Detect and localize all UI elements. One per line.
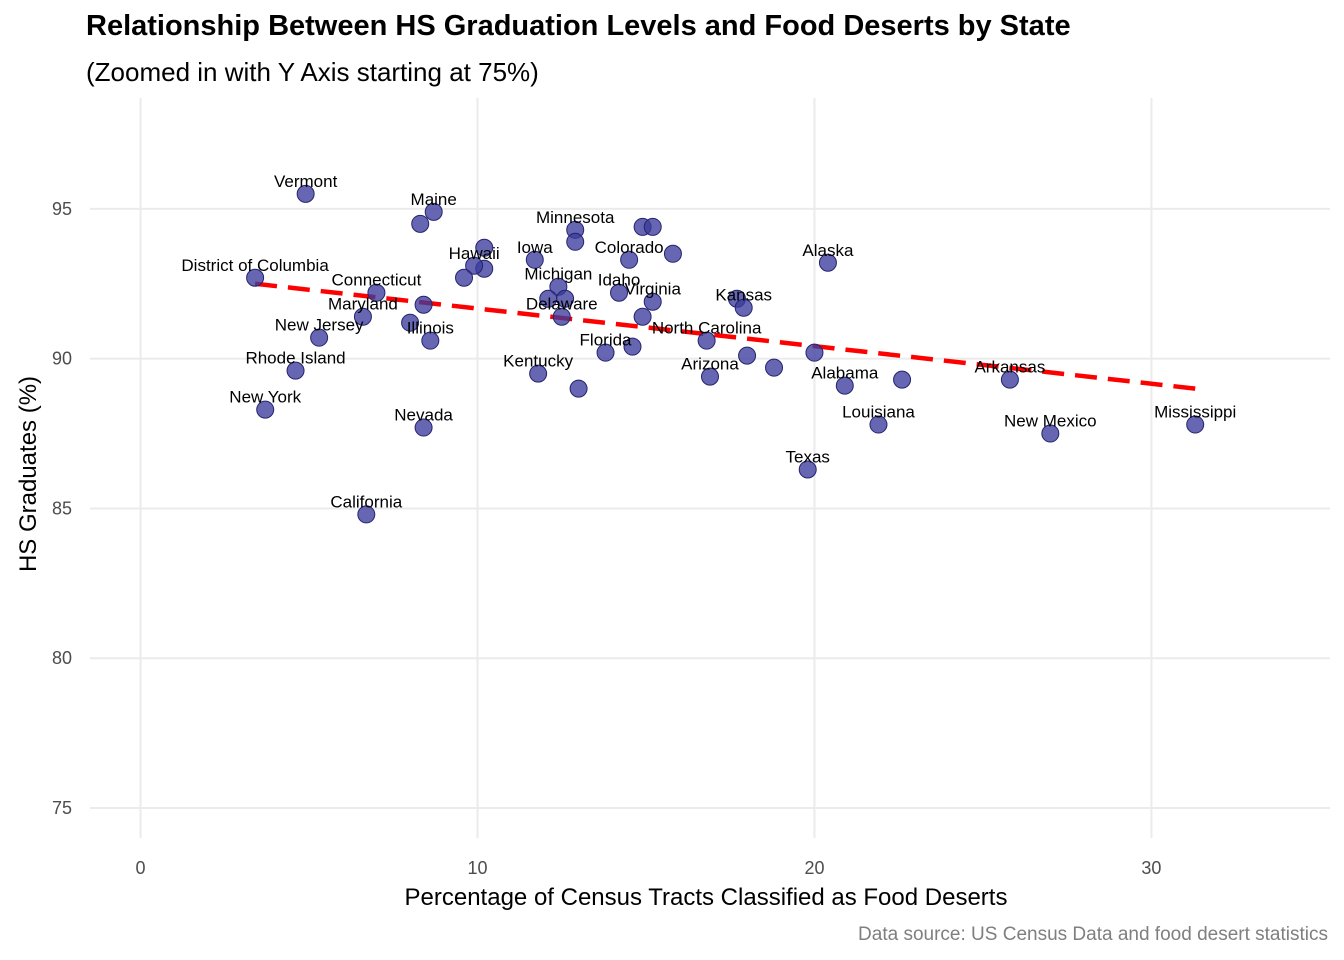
point-label: Maine — [411, 190, 457, 209]
data-point — [805, 343, 824, 362]
data-point — [620, 250, 639, 269]
data-point — [1000, 370, 1019, 389]
point-label: Colorado — [595, 238, 664, 257]
point-label: California — [330, 492, 402, 511]
point-label: New Jersey — [275, 316, 364, 335]
trend-line — [254, 281, 1196, 391]
point-label: Rhode Island — [245, 349, 345, 368]
point-label: Minnesota — [536, 208, 615, 227]
point-label: Arizona — [681, 355, 739, 374]
point-label: Nevada — [394, 406, 453, 425]
data-points — [246, 184, 1205, 524]
data-point — [569, 379, 588, 398]
point-label: Hawaii — [449, 244, 500, 263]
point-label: Florida — [580, 331, 633, 350]
data-point — [734, 298, 753, 317]
point-label: Mississippi — [1154, 403, 1236, 422]
point-label: New Mexico — [1004, 412, 1097, 431]
y-tick-label: 75 — [52, 798, 72, 818]
x-axis-title: Percentage of Census Tracts Classified a… — [405, 884, 1008, 911]
data-point — [411, 214, 430, 233]
y-axis-title: HS Graduates (%) — [15, 376, 42, 572]
data-point — [1041, 424, 1060, 443]
point-label: Michigan — [524, 265, 592, 284]
chart-title: Relationship Between HS Graduation Level… — [86, 10, 1071, 42]
data-point — [414, 295, 433, 314]
y-tick-label: 80 — [52, 648, 72, 668]
data-point — [310, 328, 329, 347]
data-point — [633, 307, 652, 326]
data-point — [296, 184, 315, 203]
data-point — [765, 358, 784, 377]
data-point — [835, 376, 854, 395]
data-point — [357, 505, 376, 524]
data-point — [663, 244, 682, 263]
x-tick-label: 20 — [804, 858, 824, 878]
data-point — [525, 250, 544, 269]
point-label: Alaska — [802, 241, 854, 260]
data-point — [465, 256, 484, 275]
y-tick-label: 95 — [52, 199, 72, 219]
point-label: Idaho — [598, 271, 641, 290]
data-point — [738, 346, 757, 365]
data-point — [401, 313, 420, 332]
x-tick-label: 10 — [467, 858, 487, 878]
data-point — [421, 331, 440, 350]
data-point — [529, 364, 548, 383]
point-label: Louisiana — [842, 403, 915, 422]
data-point — [701, 367, 719, 386]
data-point — [424, 202, 443, 221]
point-label: North Carolina — [652, 319, 762, 338]
data-point — [475, 238, 494, 257]
data-point — [643, 217, 662, 236]
axis-ticks: 0 10 20 30 75 80 85 90 95 — [52, 199, 1161, 878]
data-point — [552, 307, 571, 326]
data-point — [893, 370, 912, 389]
data-point — [798, 460, 817, 479]
point-label: Kansas — [715, 286, 772, 305]
point-label: District of Columbia — [181, 256, 329, 275]
point-label: Texas — [786, 447, 830, 466]
point-label: Vermont — [274, 172, 338, 191]
point-label: Iowa — [517, 238, 553, 257]
x-tick-label: 30 — [1141, 858, 1161, 878]
trend-line-group — [254, 281, 1196, 391]
data-point — [556, 289, 575, 308]
x-tick-label: 0 — [136, 858, 146, 878]
y-tick-label: 90 — [52, 349, 72, 369]
y-tick-label: 85 — [52, 498, 72, 518]
point-label: Alabama — [811, 364, 879, 383]
point-label: Arkansas — [974, 358, 1045, 377]
point-label: Illinois — [407, 319, 454, 338]
data-point — [623, 337, 642, 356]
data-point — [367, 283, 386, 302]
data-point — [256, 400, 275, 419]
chart-subtitle: (Zoomed in with Y Axis starting at 75%) — [86, 57, 539, 87]
data-point — [643, 292, 662, 311]
data-point — [566, 232, 585, 251]
data-point — [596, 343, 615, 362]
data-point — [869, 415, 888, 434]
point-labels: Vermont Maine Minnesota Hawaii Iowa Colorado A… — [181, 172, 1236, 512]
data-point — [610, 283, 629, 302]
data-point — [1186, 415, 1205, 434]
gridlines — [90, 98, 1330, 838]
point-label: New York — [229, 388, 301, 407]
data-source-caption: Data source: US Census Data and food des… — [858, 924, 1328, 945]
data-point — [246, 268, 265, 287]
point-label: Connecticut — [332, 271, 422, 290]
point-label: Maryland — [328, 295, 398, 314]
data-point — [697, 331, 716, 350]
data-point — [286, 361, 305, 380]
data-point — [818, 253, 837, 272]
point-label: Delaware — [526, 295, 598, 314]
data-point — [455, 268, 474, 287]
point-label: Kentucky — [503, 352, 573, 371]
point-label: Virginia — [625, 280, 682, 299]
data-point — [353, 307, 372, 326]
data-point — [414, 418, 433, 437]
